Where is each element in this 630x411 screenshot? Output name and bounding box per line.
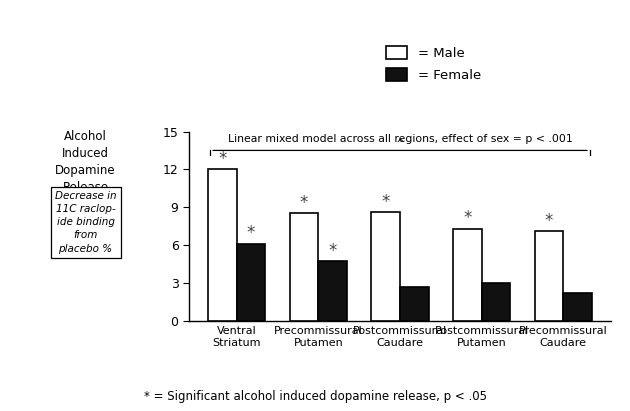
- Text: *: *: [463, 209, 472, 227]
- Text: * = Significant alcohol induced dopamine release, p < .05: * = Significant alcohol induced dopamine…: [144, 390, 486, 403]
- Bar: [318, 261, 347, 321]
- Text: *: *: [382, 193, 390, 211]
- Text: *: *: [218, 150, 227, 168]
- Text: Linear mixed model across all regions, effect of sex = p < .001: Linear mixed model across all regions, e…: [227, 134, 573, 144]
- Bar: [290, 213, 318, 321]
- Bar: [563, 293, 592, 321]
- Bar: [482, 283, 510, 321]
- Text: Decrease in
11C raclop-
ide binding
from
placebo %: Decrease in 11C raclop- ide binding from…: [55, 191, 117, 254]
- Bar: [535, 231, 563, 321]
- Text: *: *: [545, 212, 553, 230]
- Text: *: *: [300, 194, 308, 212]
- Bar: [372, 212, 400, 321]
- Text: *: *: [247, 224, 255, 242]
- Legend: = Male, = Female: = Male, = Female: [380, 40, 488, 88]
- Bar: [237, 244, 265, 321]
- Bar: [453, 229, 482, 321]
- Bar: [400, 286, 428, 321]
- Text: ^: ^: [396, 139, 404, 149]
- Text: Alcohol
Induced
Dopamine
Release: Alcohol Induced Dopamine Release: [55, 129, 116, 194]
- Bar: [208, 169, 237, 321]
- Text: *: *: [328, 242, 337, 260]
